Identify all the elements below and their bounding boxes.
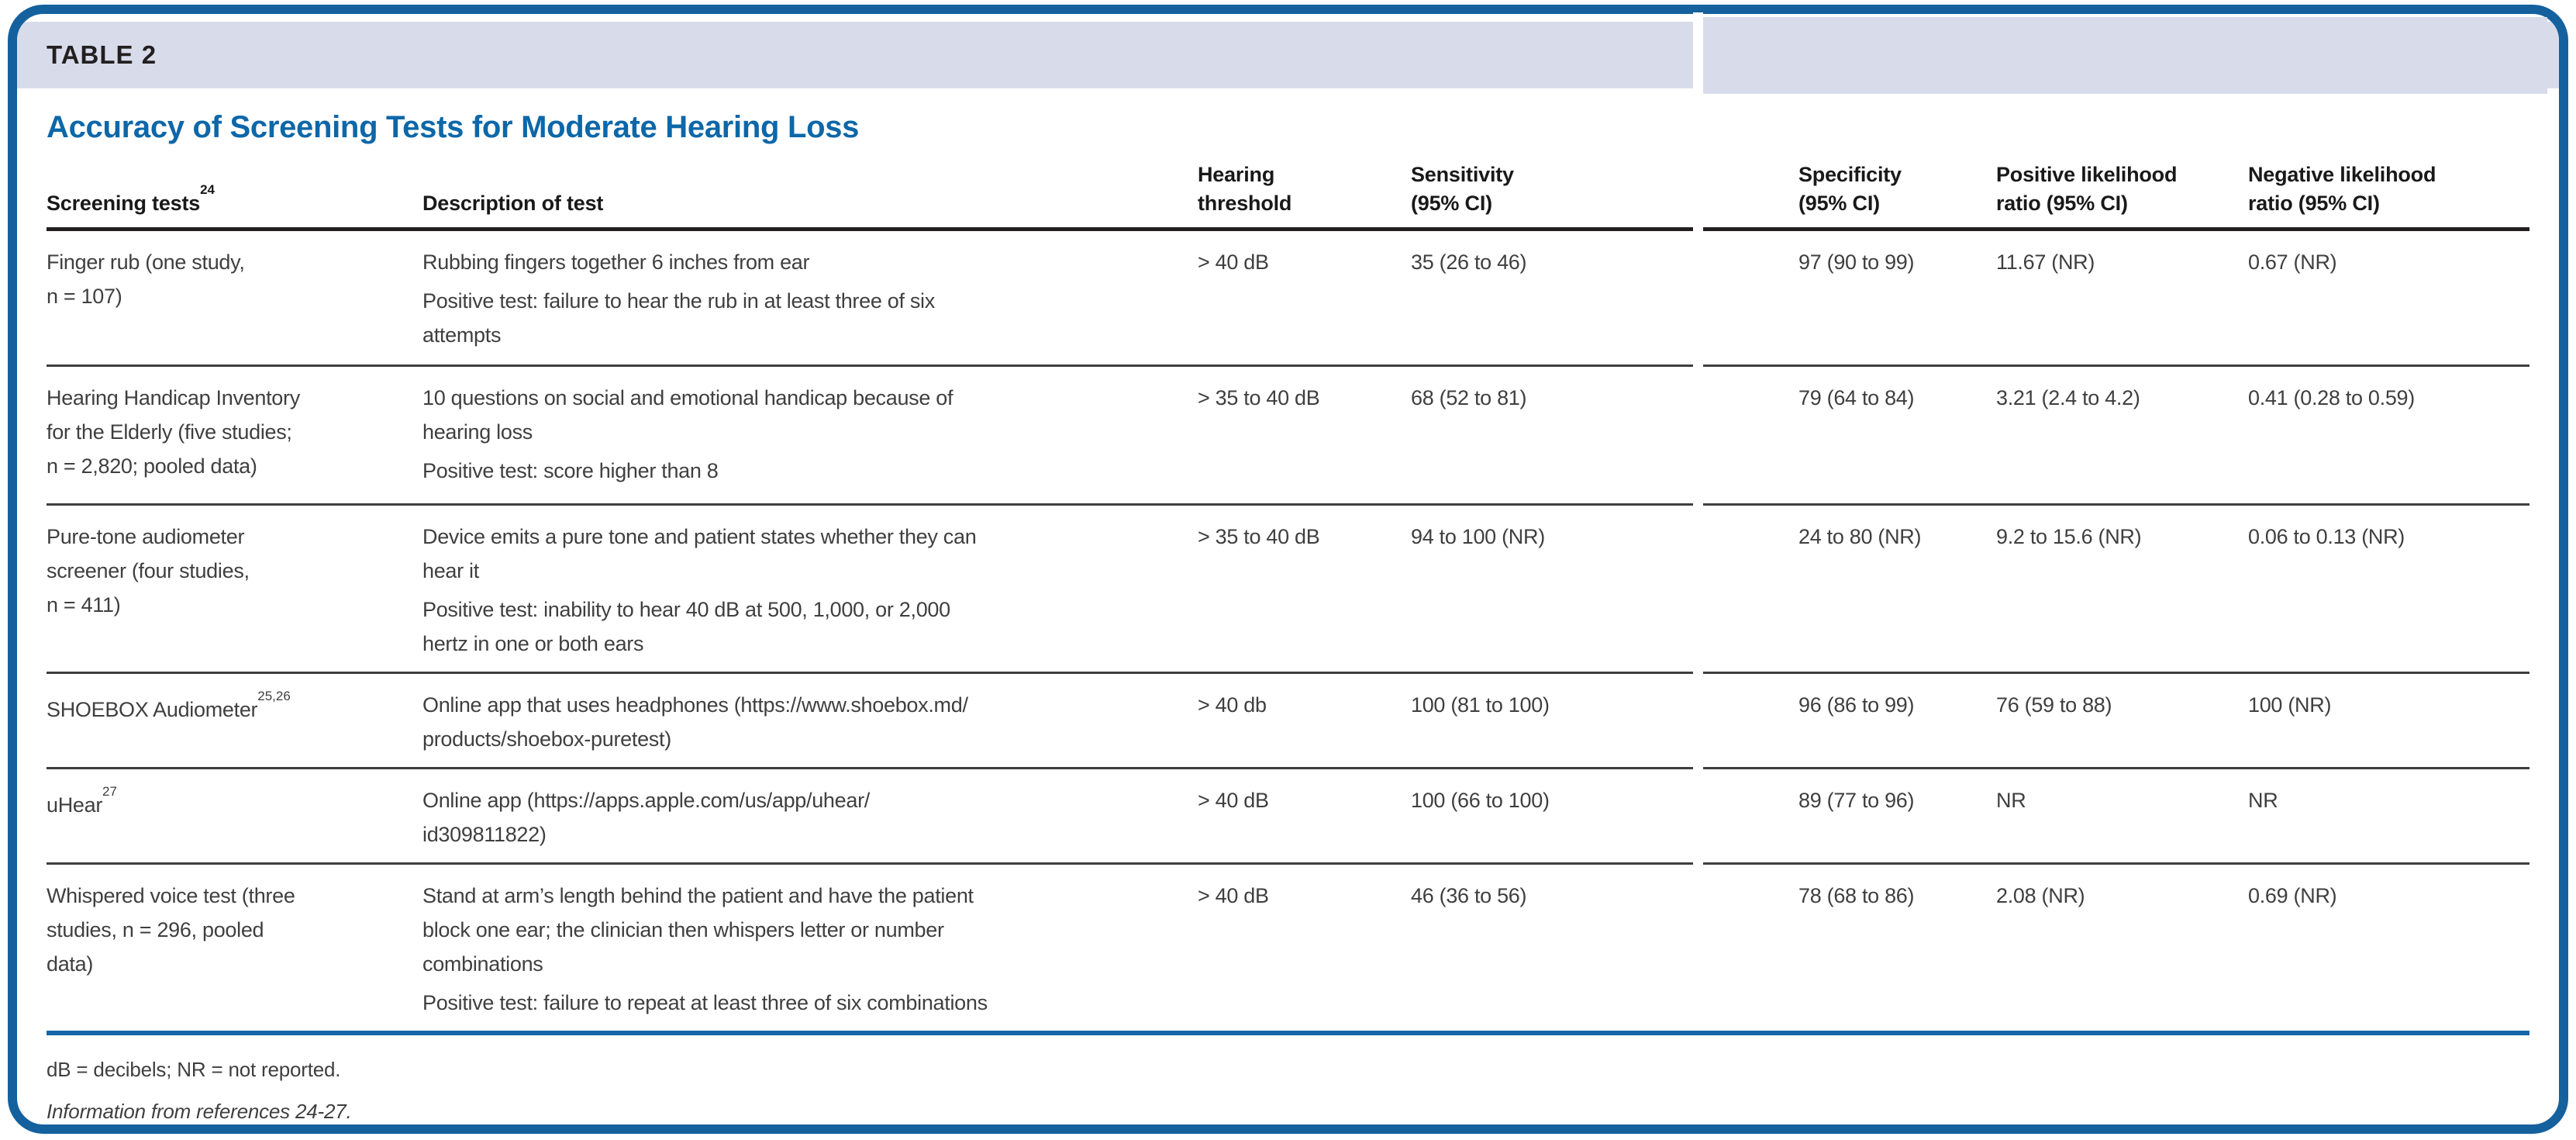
cell-sensitivity: 68 (52 to 81) (1411, 386, 1527, 409)
table-label: TABLE 2 (47, 40, 157, 69)
table-row: Finger rub (one study, n = 107) Rubbing … (47, 231, 2529, 367)
table-row: Whispered voice test (three studies, n =… (47, 865, 2529, 1031)
table-content: Accuracy of Screening Tests for Moderate… (17, 110, 2559, 1124)
column-header-screening-tests: Screening tests24 (47, 182, 422, 227)
reference-superscript: 24 (200, 182, 215, 197)
cell-sensitivity: 35 (26 to 46) (1411, 250, 1527, 274)
cell-positive-lr: 3.21 (2.4 to 4.2) (1996, 386, 2140, 409)
screening-test-name: SHOEBOX Audiometer (47, 698, 258, 721)
table-card: TABLE 2 Accuracy of Screening Tests for … (8, 5, 2568, 1134)
cell-description: Stand at arm’s length behind the patient… (422, 879, 1198, 1020)
column-header-description: Description of test (422, 189, 1198, 227)
cell-hearing-threshold: > 35 to 40 dB (1198, 525, 1320, 548)
cell-hearing-threshold: > 40 dB (1198, 789, 1269, 812)
cell-sensitivity: 94 to 100 (NR) (1411, 525, 1545, 548)
cell-description: Rubbing fingers together 6 inches from e… (422, 245, 1198, 354)
description-paragraph: Positive test: inability to hear 40 dB a… (422, 598, 950, 655)
column-header-hearing-threshold: Hearing threshold (1198, 163, 1292, 215)
screening-test-name: Pure-tone audiometer screener (four stud… (47, 525, 250, 617)
cell-negative-lr: 0.41 (0.28 to 0.59) (2248, 386, 2415, 409)
description-paragraph: Rubbing fingers together 6 inches from e… (422, 250, 810, 274)
table-title: Accuracy of Screening Tests for Moderate… (47, 110, 860, 144)
cell-description: Online app that uses headphones (https:/… (422, 688, 1198, 756)
description-paragraph: Device emits a pure tone and patient sta… (422, 525, 977, 582)
description-paragraph: 10 questions on social and emotional han… (422, 386, 953, 444)
table-bottom-rule (47, 1031, 2529, 1035)
column-header-row: Screening tests24 Description of test He… (47, 147, 2529, 231)
cell-specificity: 97 (90 to 99) (1798, 250, 1915, 274)
cell-negative-lr: 0.67 (NR) (2248, 250, 2337, 274)
cell-sensitivity: 100 (66 to 100) (1411, 789, 1550, 812)
cell-specificity: 89 (77 to 96) (1798, 789, 1915, 812)
screening-test-name: Finger rub (one study, n = 107) (47, 250, 245, 308)
cell-screening-test: uHear27 (47, 783, 422, 852)
cell-specificity: 79 (64 to 84) (1798, 386, 1915, 409)
abbreviations-footnote: dB = decibels; NR = not reported. (47, 1058, 341, 1081)
cell-screening-test: Hearing Handicap Inventory for the Elder… (47, 381, 422, 492)
description-paragraph: Positive test: score higher than 8 (422, 459, 719, 482)
cell-negative-lr: 0.06 to 0.13 (NR) (2248, 525, 2405, 548)
column-header-text: Description of test (422, 192, 604, 215)
cell-specificity: 96 (86 to 99) (1798, 693, 1915, 717)
column-header-positive-lr: Positive likelihood ratio (95% CI) (1996, 163, 2178, 215)
description-paragraph: Positive test: failure to hear the rub i… (422, 289, 935, 347)
cell-screening-test: SHOEBOX Audiometer25,26 (47, 688, 422, 756)
cell-specificity: 78 (68 to 86) (1798, 884, 1915, 907)
column-header-negative-lr: Negative likelihood ratio (95% CI) (2248, 163, 2436, 215)
cell-description: Device emits a pure tone and patient sta… (422, 520, 1198, 661)
table-row: SHOEBOX Audiometer25,26 Online app that … (47, 674, 2529, 769)
cell-hearing-threshold: > 40 db (1198, 693, 1267, 717)
reference-superscript: 27 (102, 784, 117, 799)
description-paragraph: Online app (https://apps.apple.com/us/ap… (422, 789, 870, 846)
cell-hearing-threshold: > 40 dB (1198, 884, 1269, 907)
screening-test-name: Hearing Handicap Inventory for the Elder… (47, 386, 300, 478)
page-column-seam-band (1703, 17, 2547, 94)
description-paragraph: Online app that uses headphones (https:/… (422, 693, 968, 751)
page-column-seam (1693, 12, 1703, 1008)
cell-description: 10 questions on social and emotional han… (422, 381, 1198, 492)
cell-negative-lr: NR (2248, 789, 2278, 812)
screening-test-name: Whispered voice test (three studies, n =… (47, 884, 295, 976)
description-paragraph: Stand at arm’s length behind the patient… (422, 884, 974, 976)
cell-screening-test: Pure-tone audiometer screener (four stud… (47, 520, 422, 661)
description-paragraph: Positive test: failure to repeat at leas… (422, 991, 988, 1014)
screening-test-name: uHear (47, 793, 103, 817)
cell-screening-test: Finger rub (one study, n = 107) (47, 245, 422, 354)
cell-positive-lr: 76 (59 to 88) (1996, 693, 2112, 717)
column-header-sensitivity: Sensitivity (95% CI) (1411, 163, 1514, 215)
table-row: Hearing Handicap Inventory for the Elder… (47, 367, 2529, 506)
cell-sensitivity: 100 (81 to 100) (1411, 693, 1550, 717)
table-row: uHear27 Online app (https://apps.apple.c… (47, 769, 2529, 865)
cell-hearing-threshold: > 35 to 40 dB (1198, 386, 1320, 409)
cell-specificity: 24 to 80 (NR) (1798, 525, 1922, 548)
cell-negative-lr: 0.69 (NR) (2248, 884, 2337, 907)
cell-positive-lr: 2.08 (NR) (1996, 884, 2085, 907)
table-footnotes: dB = decibels; NR = not reported. Inform… (47, 1035, 2529, 1124)
cell-description: Online app (https://apps.apple.com/us/ap… (422, 783, 1198, 852)
column-header-specificity: Specificity (95% CI) (1798, 163, 1902, 215)
cell-negative-lr: 100 (NR) (2248, 693, 2332, 717)
cell-sensitivity: 46 (36 to 56) (1411, 884, 1527, 907)
cell-screening-test: Whispered voice test (three studies, n =… (47, 879, 422, 1020)
cell-positive-lr: NR (1996, 789, 2026, 812)
cell-positive-lr: 9.2 to 15.6 (NR) (1996, 525, 2142, 548)
column-header-text: Screening tests (47, 192, 201, 215)
cell-hearing-threshold: > 40 dB (1198, 250, 1269, 274)
cell-positive-lr: 11.67 (NR) (1996, 250, 2095, 274)
source-footnote: Information from references 24-27. (47, 1100, 352, 1123)
table-row: Pure-tone audiometer screener (four stud… (47, 506, 2529, 674)
reference-superscript: 25,26 (257, 689, 291, 703)
